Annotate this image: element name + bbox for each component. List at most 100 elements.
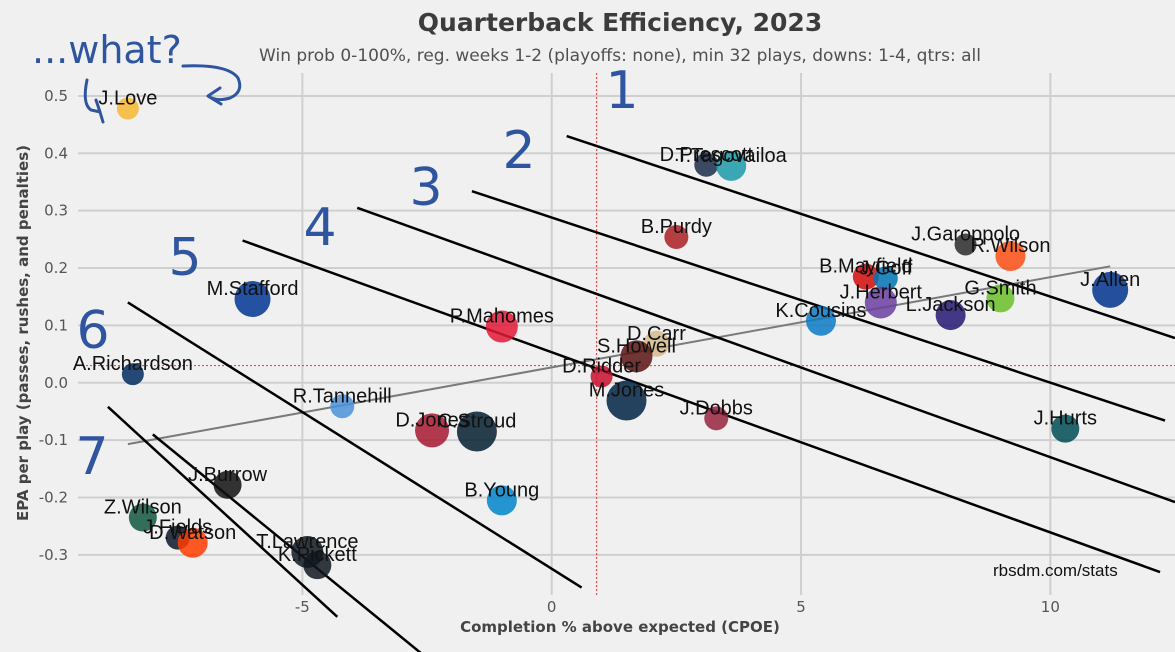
tier-label-1: 1: [605, 61, 638, 121]
y-tick-label: 0.5: [44, 87, 68, 105]
label-d-prescott: D.Prescott: [660, 144, 754, 166]
label-j-burrow: J.Burrow: [188, 464, 267, 486]
label-p-mahomes: P.Mahomes: [450, 306, 554, 328]
annotation-arrow-right: [181, 64, 242, 106]
credit-text: rbsdm.com/stats: [993, 561, 1118, 580]
label-b-young: B.Young: [464, 479, 539, 501]
point-j-allen: [1092, 271, 1129, 308]
point-j-goff: [873, 266, 898, 291]
label-t-tagovailoa: T.Tagovailoa: [676, 145, 788, 167]
point-j-herbert: [864, 286, 897, 319]
point-j-garoppolo: [954, 233, 977, 256]
point-g-smith: [986, 284, 1015, 313]
point-s-howell: [620, 340, 653, 373]
tier-line-6: [107, 405, 339, 618]
label-j-goff: J.Goff: [859, 257, 912, 279]
label-g-smith: G.Smith: [964, 277, 1036, 299]
handwritten-annotation: ...what?: [32, 28, 242, 124]
x-tick-label: -5: [295, 598, 310, 616]
label-j-love: J.Love: [98, 88, 157, 110]
label-c-stroud: C.Stroud: [437, 411, 516, 433]
trend-line: [127, 265, 1111, 446]
point-m-jones: [606, 380, 647, 421]
point-a-richardson: [121, 363, 144, 386]
annotation-arrow-left: [83, 78, 105, 124]
label-k-pickett: K.Pickett: [278, 544, 357, 566]
label-j-hurts: J.Hurts: [1034, 408, 1097, 430]
tier-line-1: [566, 134, 1175, 340]
label-j-garoppolo: J.Garoppolo: [911, 224, 1020, 246]
point-k-pickett: [303, 551, 332, 580]
point-j-dobbs: [704, 406, 729, 431]
point-m-stafford: [234, 281, 271, 318]
label-j-allen: J.Allen: [1080, 269, 1140, 291]
point-r-tannehill: [330, 394, 355, 419]
y-tick-label: -0.3: [39, 546, 68, 564]
tier-line-4: [242, 239, 1161, 574]
tier-label-3: 3: [409, 158, 442, 218]
chart-subtitle: Win prob 0-100%, reg. weeks 1-2 (playoff…: [259, 46, 981, 66]
label-s-howell: S.Howell: [597, 335, 676, 357]
point-p-mahomes: [485, 310, 518, 343]
tier-label-6: 6: [76, 301, 109, 361]
label-d-watson: D.Watson: [149, 522, 236, 544]
tier-label-7: 7: [75, 427, 108, 487]
x-tick-label: 0: [547, 598, 557, 616]
label-r-wilson: R.Wilson: [970, 235, 1050, 257]
label-z-wilson: Z.Wilson: [104, 497, 182, 519]
y-tick-label: 0.4: [44, 144, 68, 162]
label-j-fields: J.Fields: [143, 517, 212, 539]
point-k-cousins: [805, 305, 836, 336]
chart-title: Quarterback Efficiency, 2023: [418, 8, 822, 37]
tier-lines: [107, 134, 1175, 652]
y-tick-label: 0.3: [44, 202, 68, 220]
point-z-wilson: [128, 503, 157, 532]
point-d-prescott: [694, 152, 719, 177]
point-j-burrow: [213, 470, 242, 499]
label-j-dobbs: J.Dobbs: [680, 397, 753, 419]
x-tick-label: 10: [1041, 598, 1060, 616]
label-k-cousins: K.Cousins: [775, 300, 866, 322]
y-tick-label: 0.2: [44, 259, 68, 277]
points: [116, 97, 1129, 580]
label-r-tannehill: R.Tannehill: [293, 385, 392, 407]
point-b-young: [486, 485, 517, 516]
point-j-hurts: [1051, 414, 1080, 443]
x-axis-title: Completion % above expected (CPOE): [460, 618, 780, 636]
point-j-love: [116, 97, 139, 120]
point-t-tagovailoa: [716, 150, 747, 181]
point-l-jackson: [935, 300, 966, 331]
x-tick-label: 5: [796, 598, 806, 616]
label-d-ridder: D.Ridder: [562, 355, 641, 377]
label-j-herbert: J.Herbert: [840, 281, 923, 303]
label-a-richardson: A.Richardson: [73, 353, 193, 375]
label-l-jackson: L.Jackson: [906, 294, 996, 316]
point-d-ridder: [590, 365, 613, 388]
tier-line-7: [152, 433, 422, 652]
ticks: -5 0 5 10 -0.3 -0.2 -0.1 0.0 0.1 0.2 0.3 0.4 0.5: [39, 87, 1060, 616]
point-d-jones: [415, 413, 450, 448]
tier-labels: 1 23 4 56 7: [75, 61, 638, 487]
grid: [78, 73, 1175, 595]
label-m-stafford: M.Stafford: [207, 278, 299, 300]
y-tick-label: 0.1: [44, 316, 68, 334]
label-m-jones: M.Jones: [589, 380, 665, 402]
tier-line-3: [356, 206, 1175, 504]
tier-line-2: [471, 189, 1166, 422]
y-tick-label: 0.0: [44, 374, 68, 392]
label-d-carr: D.Carr: [627, 323, 686, 345]
tier-label-5: 5: [168, 228, 201, 288]
tier-line-5: [127, 301, 583, 589]
label-d-jones: D.Jones: [395, 409, 468, 431]
point-b-purdy: [664, 225, 689, 250]
label-t-lawrence: T.Lawrence: [256, 531, 358, 553]
point-r-wilson: [995, 240, 1026, 271]
y-tick-label: -0.2: [39, 488, 68, 506]
point-c-stroud: [456, 411, 497, 452]
label-b-mayfield: B.Mayfield: [819, 256, 912, 278]
point-d-watson: [177, 527, 208, 558]
y-tick-label: -0.1: [39, 431, 68, 449]
label-b-purdy: B.Purdy: [641, 216, 712, 238]
